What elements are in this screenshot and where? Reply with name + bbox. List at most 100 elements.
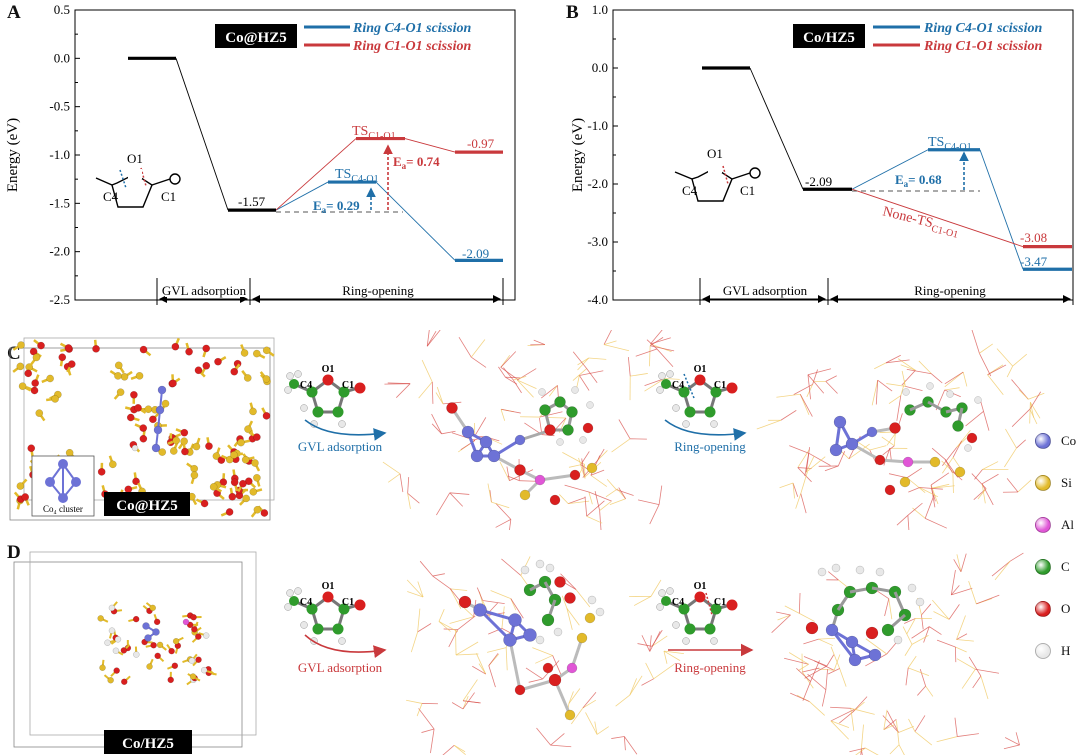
panel-c-arrow-ring-opening-label: Ring-opening [674,439,746,454]
panel-a-label-final-c4: -2.09 [462,246,489,261]
panel-a-energy-diagram: 0.5 0.0 -0.5 -1.0 -1.5 -2.0 -2.5 Energy (eV) -… [5,2,516,307]
panel-d-adsorbed-structure [406,556,684,755]
atom-color-swatch [1035,643,1051,659]
panel-d-ring-opened-structure [771,552,1024,755]
panel-b-ts-c4: TSC4-O1 [928,135,972,153]
panel-a-y-ticks: 0.5 0.0 -0.5 -1.0 -1.5 -2.0 -2.5 [49,2,80,307]
svg-text:O1: O1 [694,364,707,375]
atom-legend-item: Al [1035,512,1080,538]
panel-a-ts-c1: TSC1-O1 [352,124,396,142]
atom-color-swatch [1035,559,1051,575]
svg-text:C4: C4 [672,380,684,391]
panel-c-gvl-molecule-2: O1 C4 C1 [656,364,738,428]
panel-a-label-final-c1: -0.97 [467,136,495,151]
panel-a-y-axis-label: Energy (eV) [5,118,21,192]
atom-symbol: Co [1061,433,1077,448]
atom-color-swatch [1035,601,1051,617]
panel-b-levels [702,66,1072,271]
atom-color-swatch [1035,517,1051,533]
panel-a-stage-ring-opening: Ring-opening [342,283,414,298]
svg-text:O1: O1 [127,151,143,166]
panel-b-badge-bg [793,24,865,48]
panel-a-ea-blue: Ea= 0.29 [313,198,360,215]
panel-c-arrow-adsorption [304,419,387,441]
svg-text:C1: C1 [342,380,354,391]
y-tick-label: 0.0 [54,50,70,65]
panel-c-cluster-label: Co₄ cluster [43,504,83,514]
panel-c-arrow-ring-opening [664,419,747,441]
panel-c-co4-cluster-icon [45,459,81,503]
svg-text:C1: C1 [161,189,176,204]
atom-symbol: Si [1061,475,1072,490]
atom-legend-item: H [1035,638,1080,664]
panel-b-stage-ring-opening: Ring-opening [914,283,986,298]
panel-b-legend-red: Ring C1-O1 scission [923,39,1042,54]
panel-d-gvl-molecule-2: O1 C4 C1 [656,581,738,645]
connector-adsorbed-ts-c1 [275,138,357,211]
panel-b-label-final-c4: -3.47 [1020,254,1048,269]
panel-a-molecule-gvl: O1 C4 C1 [95,151,181,208]
y-tick-label: 1.0 [592,2,608,17]
y-tick-label: 0.5 [54,2,70,17]
svg-text:C1: C1 [342,597,354,608]
y-tick-label: -2.0 [49,244,70,259]
panel-d-gvl-molecule-1: O1 C4 C1 [284,581,366,645]
panel-d-zeolite-cell [13,551,257,748]
svg-text:C4: C4 [682,183,698,198]
panel-a-legend-red: Ring C1-O1 scission [352,39,471,54]
panel-a-ea-red: Ea= 0.74 [393,154,440,171]
svg-text:C4: C4 [103,189,119,204]
svg-text:C1: C1 [714,597,726,608]
y-tick-label: -1.0 [587,118,608,133]
panel-b-legend-blue: Ring C4-O1 scission [923,21,1042,36]
svg-text:C4: C4 [300,380,312,391]
y-tick-label: -0.5 [49,99,70,114]
panel-c-badge-bg [104,492,190,516]
connector-start-adsorbed [175,58,229,211]
svg-text:O1: O1 [322,364,335,375]
connector-ts-c4-final [979,149,1024,270]
svg-text:C1: C1 [714,380,726,391]
atom-symbol: Al [1061,517,1074,532]
panel-a-levels [128,56,503,262]
panel-b-badge: Co/HZ5 [803,30,855,46]
atom-legend: Co Si Al C O H [1035,428,1080,680]
panel-d-arrow-adsorption [304,634,387,658]
panel-a-badge-bg [215,24,297,48]
connector-start-adsorbed [749,67,804,190]
y-tick-label: -3.0 [587,234,608,249]
panel-d-arrow-ring-opening-label: Ring-opening [674,660,746,675]
panel-c-arrow-adsorption-label: GVL adsorption [298,439,383,454]
svg-text:C4: C4 [672,597,684,608]
y-tick-label: 0.0 [592,60,608,75]
panel-c-ring-opened-structure [756,330,1045,530]
connector-adsorbed-final-c1 [851,188,1024,248]
panel-b-label-final-c1: -3.08 [1020,230,1047,245]
panel-b-energy-diagram: 1.0 0.0 -1.0 -2.0 -3.0 -4.0 Energy (eV) -2.09… [570,2,1074,307]
panel-c-adsorbed-structure [382,330,680,530]
atom-legend-item: Co [1035,428,1080,454]
y-tick-label: -2.0 [587,176,608,191]
panel-a-ts-c4: TSC4-O1 [335,167,379,185]
panel-c-badge: Co@HZ5 [116,498,177,514]
panel-a-legend-blue: Ring C4-O1 scission [352,21,471,36]
panel-c-gvl-molecule-1: O1 C4 C1 [284,364,366,428]
panel-d-badge-bg [104,730,192,754]
panel-a-label-adsorbed: -1.57 [238,194,266,209]
panel-b-connectors [749,67,1024,270]
connector-ts-c4-final [375,181,456,261]
panel-b-y-axis-label: Energy (eV) [570,118,586,192]
panel-b-y-ticks: 1.0 0.0 -1.0 -2.0 -3.0 -4.0 [587,2,618,307]
panel-letter-d: D [7,542,21,563]
panel-letter-a: A [7,2,21,23]
atom-symbol: H [1061,643,1071,658]
y-tick-label: -1.5 [49,195,70,210]
atom-legend-item: C [1035,554,1080,580]
atom-legend-item: Si [1035,470,1080,496]
connector-ts-c1-final [404,138,456,153]
atom-legend-item: O [1035,596,1080,622]
panel-d-arrow-adsorption-label: GVL adsorption [298,660,383,675]
panel-b-label-adsorbed: -2.09 [805,174,832,189]
atom-color-swatch [1035,433,1051,449]
panel-b-stage-adsorption: GVL adsorption [723,283,808,298]
